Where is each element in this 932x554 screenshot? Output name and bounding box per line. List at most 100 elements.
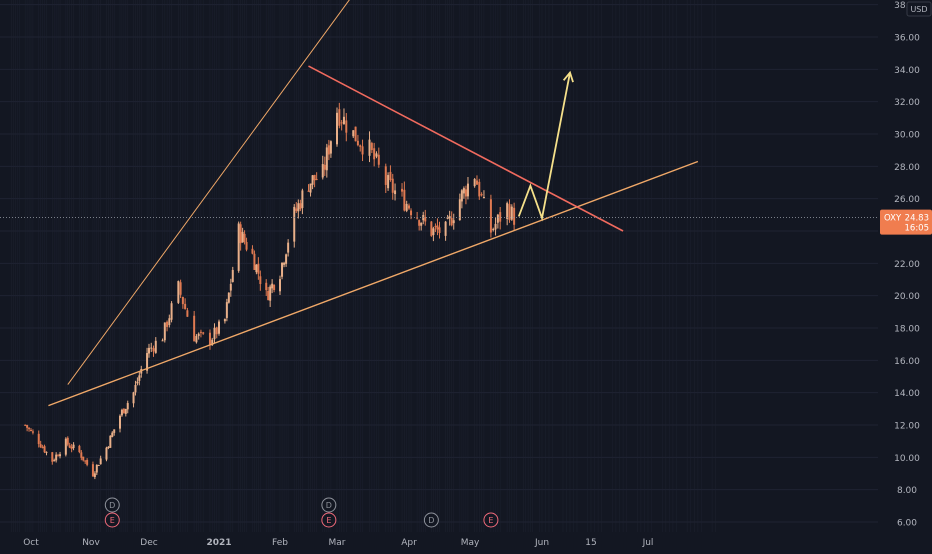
x-tick-label: Oct [23,538,39,548]
candle-body [311,175,314,185]
candle-body [420,222,423,226]
x-tick-label: Mar [329,538,346,548]
candle-body [323,164,326,170]
candle-body [356,140,359,146]
y-tick-label: 20.00 [894,292,920,302]
candle-body [387,175,390,189]
lower-support-line [48,160,699,407]
candle-body [93,473,96,478]
candle-body [31,431,34,433]
y-tick-label: 18.00 [894,325,920,335]
candle-body [41,447,44,449]
candle-body [255,264,258,273]
marker-label: D [109,501,115,510]
candle-body [473,179,476,187]
last-price-label: 24.83 [905,214,929,224]
candle-body [197,333,200,337]
candle-body [91,464,94,477]
candle-body [229,283,232,291]
candle-body [253,253,256,270]
marker-circle [104,497,120,513]
currency-label: USD [910,5,927,14]
x-tick-label: Nov [82,538,100,548]
candle-body [152,348,155,352]
candle-body [195,336,198,343]
candle-body [375,153,378,157]
marker-circle [104,512,120,528]
candle-body [105,447,108,460]
candle-body [464,189,467,197]
earnings-marker: E [483,512,499,528]
candle-body [405,203,408,211]
candle-body [120,409,123,416]
x-tick-label: May [461,538,480,548]
candle-body [215,327,218,335]
candle-body [513,207,516,225]
candle-body [51,452,54,462]
candle-body [295,208,298,211]
x-tick-label: Dec [140,538,157,548]
candle-body [138,375,141,381]
marker-circle [321,497,337,513]
candle-body [482,197,485,199]
candle-body [259,276,262,285]
candle-body [146,353,149,371]
candle-body [181,297,184,305]
candle-body [239,224,242,244]
candle-body [136,381,139,384]
candle-body [126,403,129,410]
candle-body [78,445,81,453]
candle-body [475,180,478,185]
candle-body [401,188,404,192]
y-tick-label: 28.00 [894,163,920,173]
candle-body [466,183,469,197]
candle-body [361,146,364,155]
candle-body [506,203,509,219]
candle-body [170,303,173,320]
y-tick-label: 30.00 [894,131,920,141]
candle-body [293,206,296,242]
candle-body [122,408,125,414]
candle-body [86,459,89,465]
candle-body [301,190,304,208]
candle-body [489,199,492,233]
candle-body [218,321,220,334]
candle-body [113,429,116,433]
candle-body [508,204,511,221]
candle-body [208,332,211,345]
candle-body [462,188,465,194]
x-tick-label: 2021 [206,538,231,548]
candle-body [193,315,196,342]
earnings-marker: E [104,512,120,528]
candle-body [438,227,441,234]
candle-body [223,319,226,322]
candle-body [57,455,60,457]
marker-label: D [428,516,434,525]
candle-body [338,109,341,126]
candle-body [95,464,98,473]
marker-label: E [488,516,493,525]
earnings-marker: E [321,512,337,528]
candle-body [84,460,87,462]
candle-body [184,303,187,310]
candle-body [132,392,135,404]
candle-body [285,254,288,264]
candle-body [26,425,29,428]
y-tick-label: 26.00 [894,195,920,205]
candle-body [154,340,157,353]
candle-body [416,217,419,219]
marker-circle [483,512,499,528]
candle-body [134,385,137,393]
candle-body [297,203,300,212]
candle-body [480,194,483,196]
candle-body [325,147,328,171]
candle-body [45,451,48,453]
candle-body [499,212,502,222]
marker-circle [423,512,439,528]
axes: 6.00 8.00 10.00 12.00 14.00 16.00 18.00 20.00 22… [23,1,932,548]
candle-body [70,446,73,449]
candle-body [460,190,463,202]
candle-body [403,189,406,211]
